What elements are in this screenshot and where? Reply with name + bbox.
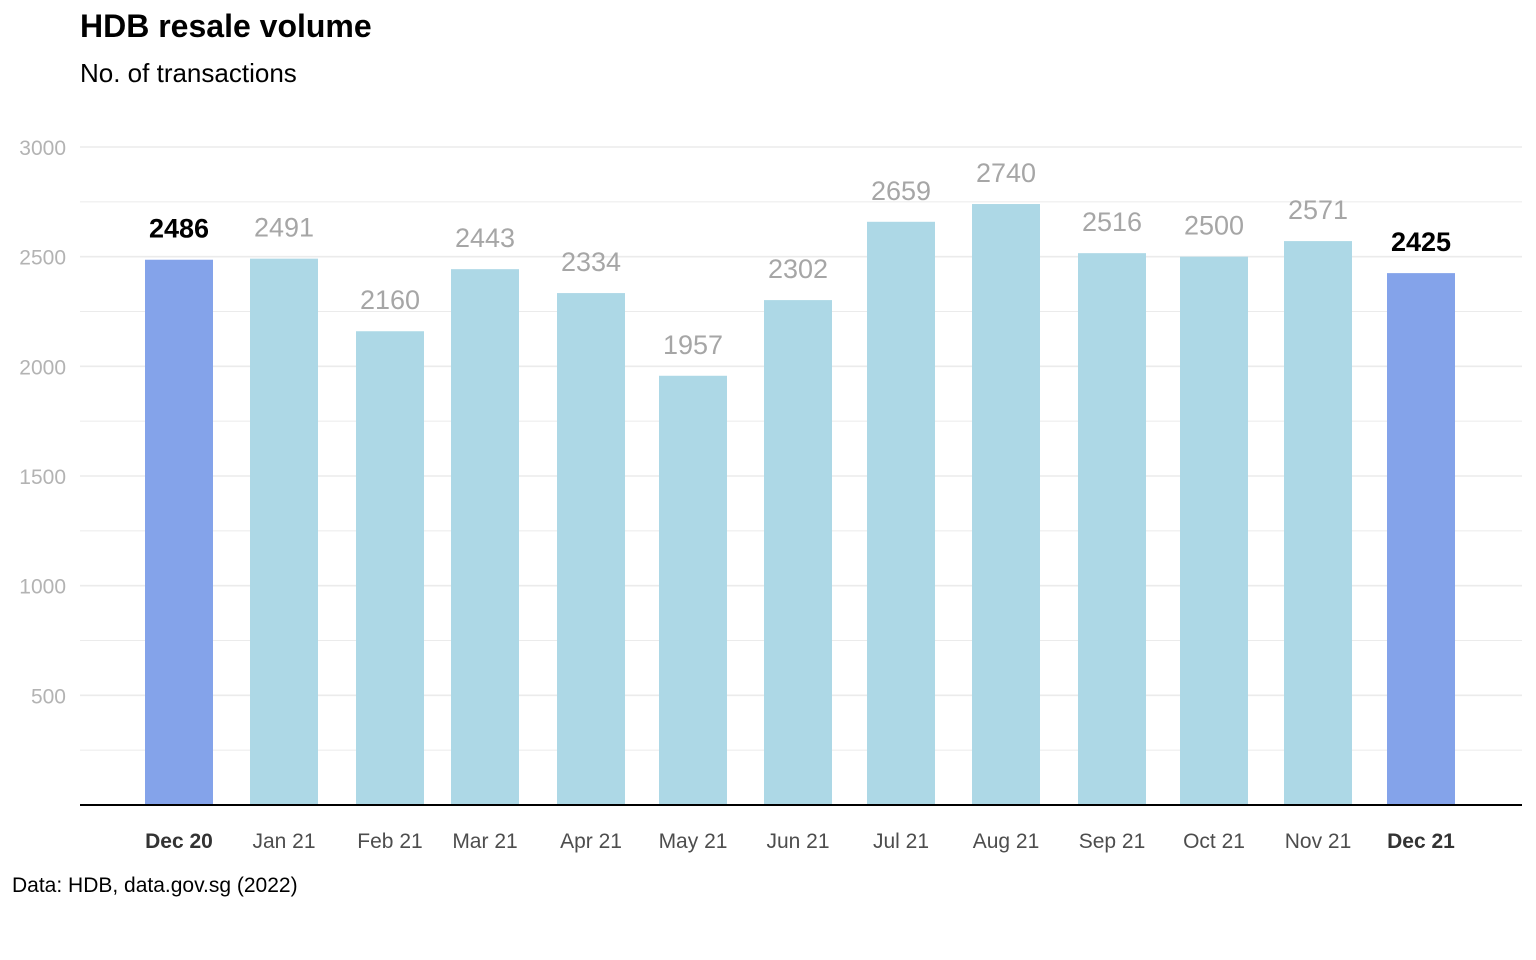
bar-apr-21 [557, 293, 625, 805]
x-axis-ticks: Dec 20 Jan 21 Feb 21 Mar 21 Apr 21 May 21 Jun … [145, 830, 1455, 853]
x-tick-label: Dec 21 [1387, 830, 1455, 853]
value-label: 2160 [360, 285, 420, 315]
x-tick-label: Jul 21 [873, 830, 929, 853]
value-labels: 2486 2491 2160 2443 2334 1957 2302 2659 2740 2516… [149, 158, 1451, 360]
value-label: 2443 [455, 223, 515, 253]
bar-mar-21 [451, 269, 519, 805]
bar-may-21 [659, 375, 727, 805]
y-tick-label: 3000 [19, 137, 66, 160]
value-label: 2302 [768, 254, 828, 284]
y-tick-label: 2000 [19, 356, 66, 379]
value-label: 2486 [149, 214, 209, 244]
value-label: 1957 [663, 330, 723, 360]
x-tick-label: May 21 [659, 830, 728, 853]
bar-aug-21 [972, 204, 1040, 805]
bar-feb-21 [356, 331, 424, 805]
value-label: 2500 [1184, 211, 1244, 241]
value-label: 2334 [561, 247, 621, 277]
bar-dec-20 [145, 259, 213, 806]
value-label: 2491 [254, 213, 314, 243]
bars [145, 204, 1455, 806]
x-tick-label: Nov 21 [1285, 830, 1352, 853]
bar-nov-21 [1284, 241, 1352, 805]
value-label: 2659 [871, 176, 931, 206]
value-label: 2740 [976, 158, 1036, 188]
bar-jan-21 [250, 258, 318, 806]
y-tick-label: 1500 [19, 466, 66, 489]
bar-sep-21 [1078, 253, 1146, 805]
source-caption: Data: HDB, data.gov.sg (2022) [12, 874, 298, 897]
x-tick-label: Dec 20 [145, 830, 213, 853]
x-tick-label: Sep 21 [1079, 830, 1146, 853]
x-tick-label: Jan 21 [252, 830, 315, 853]
x-tick-label: Jun 21 [766, 830, 829, 853]
y-tick-label: 2500 [19, 247, 66, 270]
bar-jul-21 [867, 221, 935, 805]
bar-oct-21 [1180, 256, 1248, 806]
x-tick-label: Aug 21 [973, 830, 1040, 853]
bar-jun-21 [764, 300, 832, 805]
x-tick-label: Mar 21 [452, 830, 517, 853]
value-label: 2425 [1391, 227, 1451, 257]
y-axis-ticks: 500 1000 1500 2000 2500 3000 [19, 137, 66, 708]
y-tick-label: 1000 [19, 576, 66, 599]
x-tick-label: Feb 21 [357, 830, 422, 853]
chart-title: HDB resale volume [80, 8, 372, 44]
value-label: 2571 [1288, 195, 1348, 225]
bar-dec-21 [1387, 273, 1455, 805]
y-tick-label: 500 [31, 685, 66, 708]
value-label: 2516 [1082, 207, 1142, 237]
x-tick-label: Oct 21 [1183, 830, 1245, 853]
chart-subtitle: No. of transactions [80, 58, 297, 88]
x-tick-label: Apr 21 [560, 830, 622, 853]
